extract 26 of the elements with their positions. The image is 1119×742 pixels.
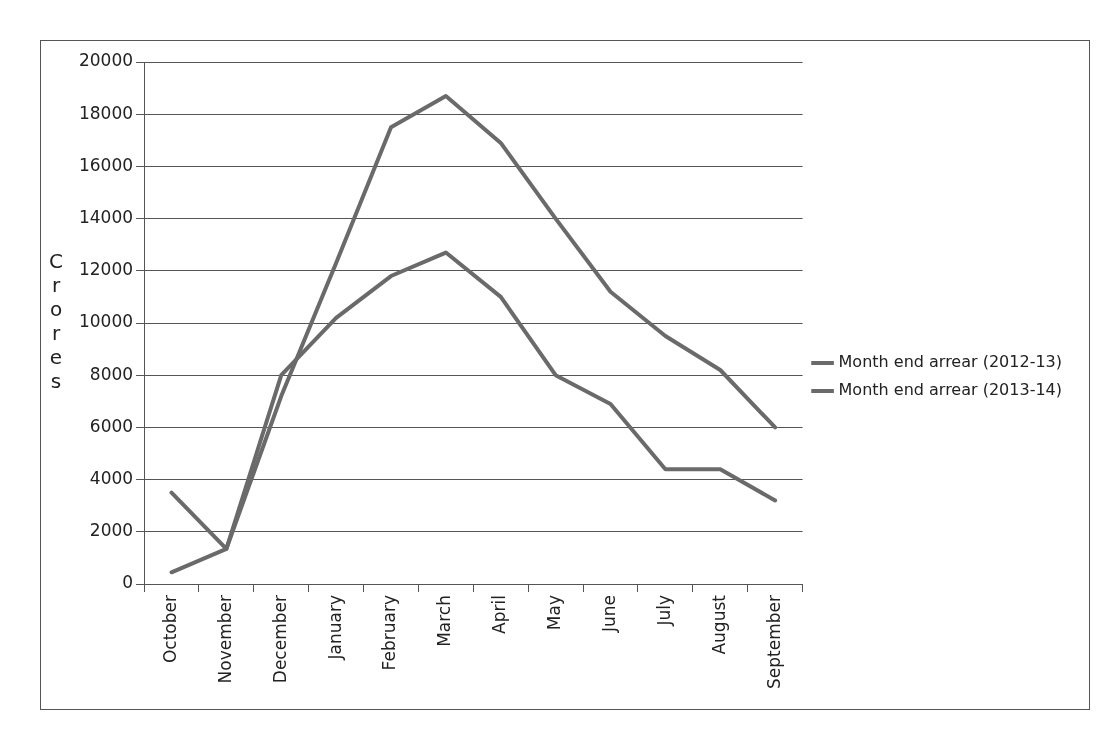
y-tick-label: 2000 — [89, 520, 134, 541]
y-tick-label: 8000 — [89, 363, 134, 384]
legend-label: Month end arrear (2012-13) — [838, 352, 1062, 372]
y-axis-title: Crores — [49, 249, 63, 394]
x-tick-label: May — [544, 595, 565, 631]
y-tick-label: 14000 — [78, 207, 134, 228]
x-tick-label: June — [598, 595, 619, 634]
x-tick-label: March — [434, 595, 455, 647]
y-tick-label: 4000 — [89, 468, 134, 489]
x-tick-label: December — [269, 595, 290, 684]
y-tick-label: 20000 — [78, 50, 134, 71]
y-tick-label: 6000 — [89, 415, 134, 436]
legend-label: Month end arrear (2013-14) — [838, 380, 1062, 400]
x-tick-label: April — [489, 595, 510, 634]
x-tick-label: February — [379, 595, 400, 671]
x-tick-label: January — [324, 595, 345, 661]
x-tick-label: July — [653, 595, 674, 627]
y-tick-label: 10000 — [78, 311, 134, 332]
y-tick-label: 16000 — [78, 154, 134, 175]
y-tick-label: 18000 — [78, 102, 134, 123]
x-tick-label: November — [214, 595, 235, 684]
x-tick-label: September — [763, 595, 784, 689]
y-tick-label: 0 — [122, 572, 134, 593]
x-tick-label: October — [159, 595, 180, 664]
x-tick-label: August — [708, 594, 729, 655]
y-tick-label: 12000 — [78, 259, 134, 280]
